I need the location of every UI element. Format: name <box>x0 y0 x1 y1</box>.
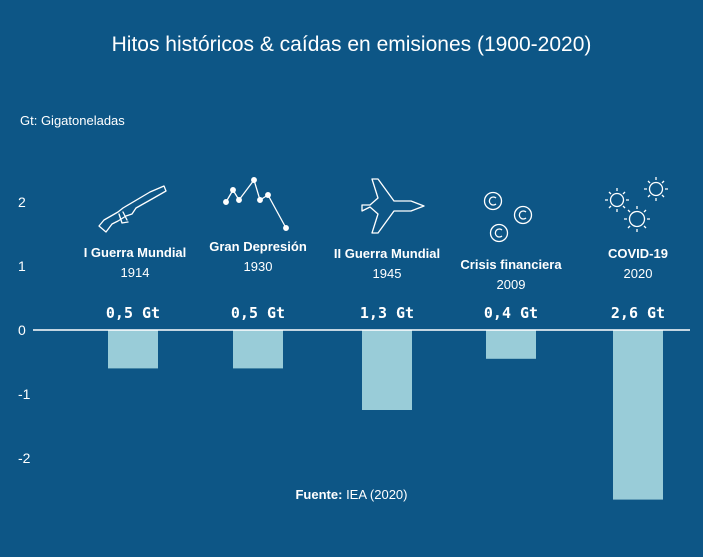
declining-line-chart-icon <box>223 177 289 231</box>
source-note: Fuente: IEA (2020) <box>0 487 703 502</box>
data-label: 0,5 Gt <box>231 304 285 322</box>
event-name: COVID-19 <box>608 246 668 261</box>
y-tick-label: 2 <box>18 194 26 210</box>
source-value: IEA (2020) <box>346 487 408 502</box>
unit-note: Gt: Gigatoneladas <box>20 113 125 128</box>
data-label: 0,4 Gt <box>484 304 538 322</box>
event-year: 2009 <box>497 277 526 292</box>
coins-icon <box>483 191 533 243</box>
bar-group <box>108 330 663 500</box>
bar <box>233 330 283 369</box>
y-axis-tick-labels: 2 1 0 -1 -2 <box>18 194 31 466</box>
rifle-icon <box>98 185 167 233</box>
bar <box>613 330 663 500</box>
event-name: II Guerra Mundial <box>334 246 440 261</box>
event-year: 1930 <box>244 259 273 274</box>
bar <box>108 330 158 369</box>
event-label-group: I Guerra Mundial 1914 Gran Depresión 1930 II… <box>84 239 668 292</box>
data-label-group: 0,5 Gt 0,5 Gt 1,3 Gt 0,4 Gt 2,6 Gt <box>106 304 665 322</box>
event-year: 1945 <box>373 266 402 281</box>
bar <box>486 330 536 359</box>
y-tick-label: 1 <box>18 258 26 274</box>
data-label: 0,5 Gt <box>106 304 160 322</box>
event-name: I Guerra Mundial <box>84 245 187 260</box>
chart-title: Hitos históricos & caídas en emisiones (… <box>111 33 592 56</box>
bar <box>362 330 412 410</box>
y-tick-label: -1 <box>18 386 31 402</box>
y-tick-label: 0 <box>18 322 26 338</box>
y-tick-label: -2 <box>18 450 31 466</box>
event-year: 2020 <box>624 266 653 281</box>
event-name: Gran Depresión <box>209 239 307 254</box>
data-label: 2,6 Gt <box>611 304 665 322</box>
data-label: 1,3 Gt <box>360 304 414 322</box>
event-year: 1914 <box>121 265 150 280</box>
source-label: Fuente: <box>295 487 343 502</box>
event-name: Crisis financiera <box>460 257 562 272</box>
virus-icon <box>605 177 668 232</box>
fighter-jet-icon <box>361 178 425 234</box>
